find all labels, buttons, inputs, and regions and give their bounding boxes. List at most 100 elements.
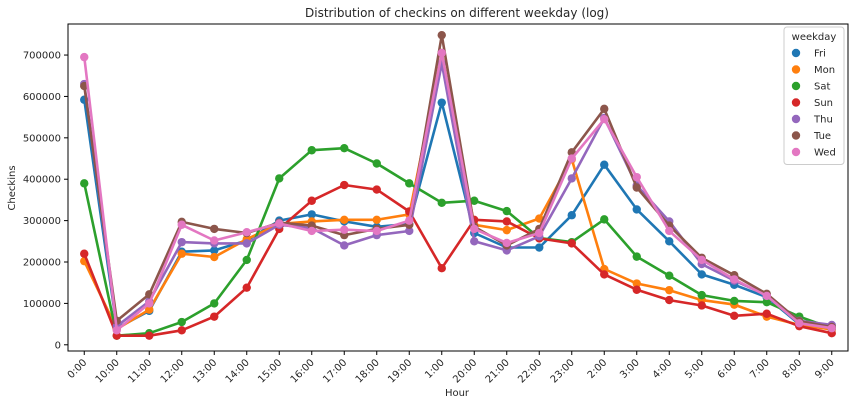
y-tick-label: 100000 — [23, 299, 61, 310]
data-point — [340, 225, 349, 234]
data-point — [210, 299, 219, 308]
data-point — [665, 226, 674, 236]
series-tue — [80, 30, 836, 332]
data-point — [470, 196, 479, 205]
data-point — [340, 180, 349, 190]
data-point — [437, 30, 446, 40]
data-point — [632, 279, 641, 288]
x-tick-label: 6:00 — [716, 357, 740, 381]
data-point — [632, 252, 641, 261]
y-tick-label: 200000 — [23, 258, 61, 269]
series-thu — [80, 59, 836, 331]
data-point — [762, 297, 771, 307]
legend-title: weekday — [792, 32, 837, 43]
legend-label: Fri — [814, 49, 826, 60]
data-point — [210, 246, 219, 255]
x-tick-label: 7:00 — [748, 357, 772, 381]
x-tick-label: 1:00 — [423, 357, 447, 381]
legend-label: Sun — [814, 98, 833, 109]
data-point — [502, 206, 511, 216]
series-line — [83, 51, 832, 332]
data-point — [177, 220, 186, 229]
x-tick-label: 16:00 — [289, 357, 317, 385]
data-point — [275, 219, 284, 228]
y-tick-label: 0 — [55, 340, 61, 351]
data-point — [600, 115, 609, 124]
data-point — [405, 216, 414, 225]
x-tick-label: 3:00 — [618, 357, 642, 381]
data-point — [567, 239, 576, 248]
x-tick-label: 17:00 — [321, 357, 349, 385]
series-line — [83, 51, 832, 331]
data-point — [502, 238, 511, 248]
series-mon — [80, 48, 836, 334]
y-tick-label: 700000 — [23, 51, 61, 62]
data-point — [502, 225, 511, 235]
x-tick-label: 11:00 — [126, 357, 154, 385]
legend-label: Wed — [814, 148, 836, 159]
data-point — [535, 214, 544, 223]
data-point — [437, 98, 446, 107]
x-tick-label: 5:00 — [683, 357, 707, 381]
legend-marker — [791, 98, 801, 107]
x-tick-label: 15:00 — [256, 357, 284, 385]
data-point — [665, 295, 674, 305]
data-point — [535, 228, 544, 238]
data-point — [437, 264, 446, 273]
data-point — [372, 226, 381, 236]
x-tick-label: 10:00 — [94, 357, 122, 385]
x-tick-label: 0:00 — [66, 357, 90, 381]
data-point — [795, 319, 804, 328]
x-tick-label: 4:00 — [651, 357, 675, 381]
legend: weekday Fri Mon Sat Sun Thu Tue Wed — [783, 26, 845, 165]
data-point — [177, 326, 186, 335]
data-point — [275, 174, 284, 183]
data-point — [242, 255, 251, 265]
legend-marker — [791, 147, 801, 157]
data-point — [177, 249, 186, 258]
series-line — [83, 146, 833, 338]
data-point — [405, 226, 414, 236]
data-point — [697, 290, 706, 300]
data-point — [145, 331, 154, 340]
data-point — [307, 196, 316, 205]
data-point — [372, 215, 381, 224]
series-line — [83, 99, 832, 330]
y-tick-label: 500000 — [23, 133, 61, 144]
series-line — [83, 61, 832, 328]
data-point — [697, 301, 706, 310]
data-point — [210, 252, 219, 262]
plot-area: 0 100000 200000 300000 400000 500000 600000 700… — [23, 23, 849, 386]
data-point — [242, 228, 251, 237]
legend-marker — [791, 65, 801, 74]
data-point — [80, 179, 89, 188]
legend-marker — [791, 48, 801, 58]
x-tick-label: 2:00 — [586, 357, 610, 381]
data-point — [665, 285, 674, 295]
plot-frame — [67, 23, 849, 352]
data-point — [210, 312, 219, 321]
data-point — [437, 48, 446, 58]
data-point — [697, 255, 706, 265]
data-point — [632, 183, 641, 192]
series-line — [83, 183, 833, 338]
data-point — [177, 237, 186, 247]
legend-marker — [791, 131, 801, 140]
data-point — [340, 143, 349, 153]
data-point — [372, 159, 381, 168]
legend-label: Tue — [813, 131, 831, 142]
x-tick-label: 18:00 — [354, 357, 382, 385]
data-point — [632, 172, 641, 182]
data-point — [600, 270, 609, 279]
data-point — [242, 239, 251, 248]
x-tick-label: 8:00 — [781, 357, 805, 381]
x-tick-label: 13:00 — [191, 357, 219, 385]
data-point — [502, 217, 511, 226]
data-point — [470, 224, 479, 234]
data-point — [340, 241, 349, 250]
data-point — [307, 210, 316, 219]
legend-box — [783, 26, 845, 165]
data-point — [600, 215, 609, 224]
legend-marker — [791, 81, 801, 91]
